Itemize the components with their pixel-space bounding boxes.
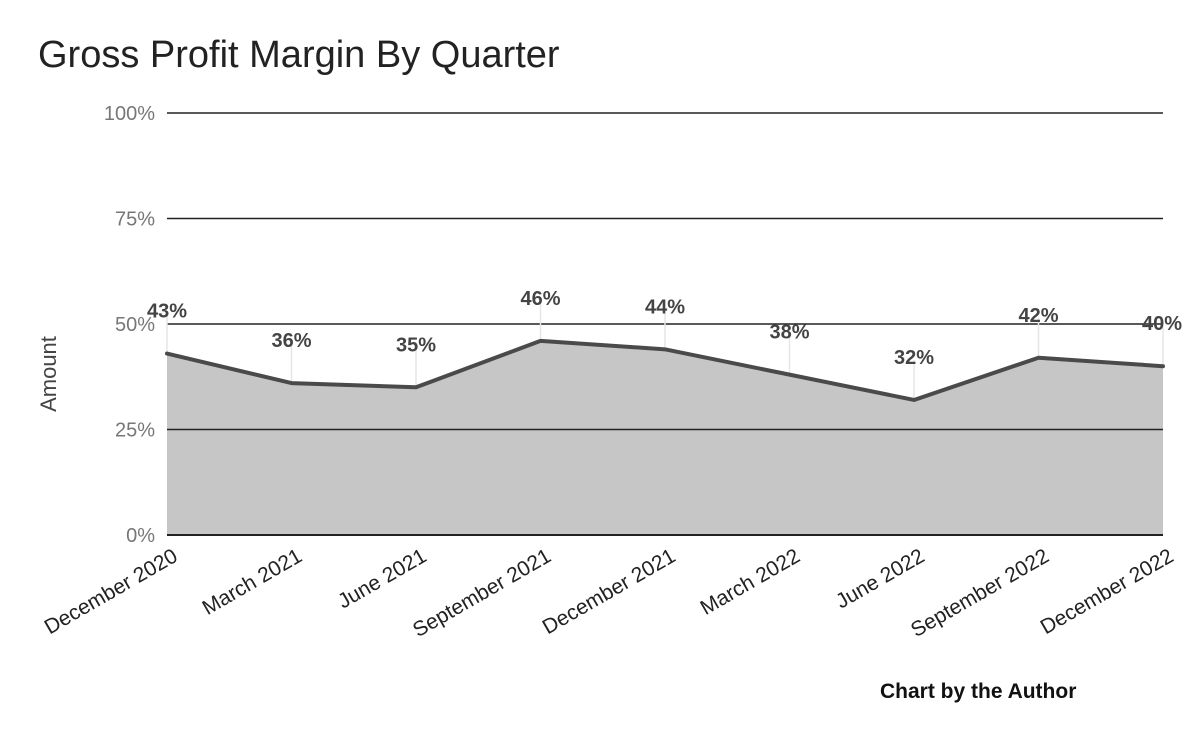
x-tick-label: December 2020: [41, 544, 182, 639]
chart-title: Gross Profit Margin By Quarter: [38, 34, 560, 76]
x-tick-label: March 2021: [198, 544, 306, 619]
chart-credit: Chart by the Author: [880, 680, 1077, 703]
x-tick-label: September 2021: [409, 544, 555, 642]
x-tick-label: September 2022: [907, 544, 1053, 642]
y-tick-label: 0%: [126, 525, 155, 547]
data-label: 44%: [645, 296, 685, 318]
x-tick-label: June 2021: [334, 544, 430, 613]
data-label: 32%: [894, 347, 934, 369]
series-line: [165, 338, 1165, 402]
data-label: 46%: [520, 288, 560, 310]
data-label: 36%: [271, 330, 311, 352]
y-tick-label: 50%: [115, 314, 155, 336]
data-label: 42%: [1018, 305, 1058, 327]
x-tick-label: December 2022: [1037, 544, 1178, 639]
y-tick-label: 100%: [104, 103, 155, 125]
y-tick-label: 75%: [115, 209, 155, 231]
area-fill: [167, 340, 1163, 535]
data-label: 35%: [396, 334, 436, 356]
x-tick-label: June 2022: [832, 544, 928, 613]
y-tick-label: 25%: [115, 420, 155, 442]
x-tick-label: March 2022: [696, 544, 804, 619]
data-label: 38%: [769, 322, 809, 344]
data-label: 43%: [147, 301, 187, 323]
data-label: 40%: [1142, 313, 1182, 335]
x-tick-label: December 2021: [539, 544, 680, 639]
y-axis-title: Amount: [36, 336, 61, 412]
